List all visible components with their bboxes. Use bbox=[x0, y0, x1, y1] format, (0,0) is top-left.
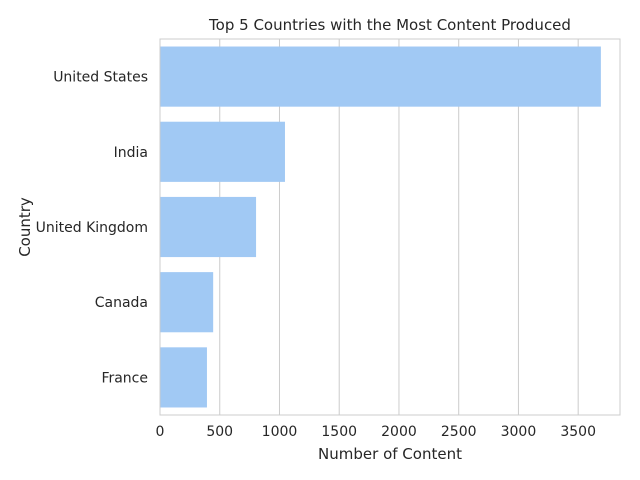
x-tick-labels: 0 500 1000 1500 2000 2500 3000 3500 bbox=[156, 424, 596, 440]
y-tick-label: United States bbox=[53, 70, 148, 86]
x-tick-label: 3000 bbox=[501, 424, 537, 440]
chart-title: Top 5 Countries with the Most Content Pr… bbox=[208, 16, 571, 34]
bars bbox=[160, 46, 601, 408]
bar-france bbox=[160, 347, 207, 408]
bar-united-states bbox=[160, 46, 601, 107]
y-tick-label: India bbox=[114, 145, 148, 161]
y-tick-labels: United States India United Kingdom Canada Fr… bbox=[36, 70, 148, 387]
y-tick-label: United Kingdom bbox=[36, 220, 148, 236]
x-tick-label: 0 bbox=[156, 424, 165, 440]
x-tick-label: 3500 bbox=[560, 424, 596, 440]
x-tick-label: 1000 bbox=[262, 424, 298, 440]
y-axis-label: Country bbox=[16, 197, 34, 257]
bar-india bbox=[160, 121, 285, 182]
x-tick-label: 2500 bbox=[441, 424, 477, 440]
y-tick-label: Canada bbox=[95, 295, 148, 311]
x-axis-label: Number of Content bbox=[318, 445, 462, 463]
x-tick-label: 2000 bbox=[381, 424, 417, 440]
plot-frame bbox=[159, 38, 621, 416]
bar-canada bbox=[160, 272, 214, 333]
x-tick-label: 500 bbox=[206, 424, 233, 440]
x-tick-label: 1500 bbox=[321, 424, 357, 440]
y-tick-label: France bbox=[101, 370, 148, 386]
bar-united-kingdom bbox=[160, 196, 257, 258]
